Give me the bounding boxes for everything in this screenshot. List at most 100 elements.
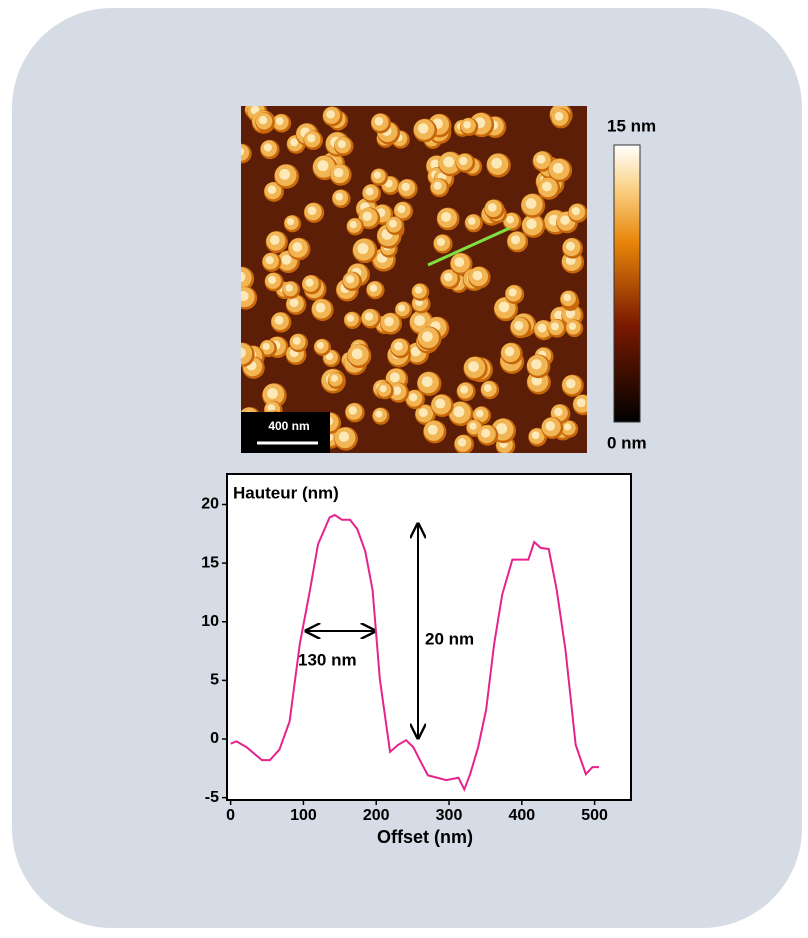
grain <box>267 185 277 195</box>
grain <box>422 331 433 342</box>
grain <box>510 235 521 245</box>
profile-line <box>427 226 511 267</box>
grain <box>545 421 556 431</box>
y-tick-label: 5 <box>210 672 219 689</box>
grain <box>374 116 384 126</box>
y-tick-label: 20 <box>201 496 219 513</box>
annotation: 20 nm <box>425 629 474 648</box>
grain <box>514 320 524 331</box>
grain <box>410 346 421 357</box>
grain <box>305 278 314 287</box>
grain <box>274 315 284 325</box>
grain <box>346 314 355 322</box>
grain <box>241 271 246 283</box>
grain <box>554 310 564 320</box>
x-tick-label: 300 <box>436 807 463 824</box>
grain <box>375 410 383 418</box>
scale-bar-label: 400 nm <box>268 419 309 433</box>
grain <box>554 407 563 417</box>
grain <box>498 301 510 313</box>
grain <box>468 361 479 372</box>
grain <box>267 388 278 399</box>
grain <box>365 187 374 196</box>
grain <box>241 347 246 359</box>
grain <box>330 374 338 382</box>
x-tick-label: 200 <box>363 807 390 824</box>
grain <box>508 288 517 297</box>
grain <box>292 336 301 345</box>
grain <box>483 384 492 392</box>
grain <box>362 211 372 222</box>
grain <box>475 409 484 418</box>
grain <box>571 206 580 216</box>
grain <box>265 256 274 265</box>
grain <box>348 406 358 415</box>
grain <box>526 218 537 230</box>
grain <box>504 346 515 357</box>
grain <box>337 140 346 149</box>
y-axis-label: Hauteur (nm) <box>233 483 339 502</box>
grain <box>307 134 316 143</box>
grain <box>357 243 369 255</box>
grain <box>267 404 276 412</box>
grain <box>536 154 546 164</box>
grain <box>241 291 249 302</box>
x-axis-label: Offset (nm) <box>377 827 473 847</box>
grain <box>531 431 540 440</box>
grain <box>397 205 406 214</box>
profile-curve <box>230 513 599 792</box>
grain <box>563 423 572 431</box>
grain <box>531 359 542 370</box>
grain <box>326 110 335 119</box>
grain <box>418 408 428 418</box>
grain <box>576 398 586 408</box>
grain <box>268 275 277 284</box>
grain <box>566 241 576 251</box>
grain <box>315 302 326 313</box>
grain <box>457 438 467 447</box>
grain <box>317 160 329 172</box>
grain <box>241 147 245 156</box>
grain <box>389 219 397 228</box>
grain <box>241 144 250 161</box>
grain <box>281 254 292 265</box>
grain <box>496 423 508 435</box>
grain <box>364 312 374 321</box>
grain <box>379 385 387 393</box>
grain <box>384 316 394 327</box>
grain <box>491 157 502 169</box>
grain <box>417 123 429 134</box>
grain <box>487 203 497 212</box>
grain <box>460 385 469 394</box>
grain <box>568 322 577 330</box>
grain <box>258 116 268 125</box>
grain <box>409 393 418 402</box>
colorbar-max: 15 nm <box>607 116 656 135</box>
grain <box>550 322 559 331</box>
grain <box>421 376 433 388</box>
y-tick-label: -5 <box>205 789 219 806</box>
grain <box>467 217 476 225</box>
grain <box>469 422 477 430</box>
grain <box>525 198 537 209</box>
grain <box>285 284 293 292</box>
grain <box>325 352 334 361</box>
grain <box>397 304 406 312</box>
grain <box>351 348 363 360</box>
grain <box>241 343 253 365</box>
grain <box>443 272 453 282</box>
grain <box>262 342 270 351</box>
grain <box>338 431 350 442</box>
grain <box>537 323 547 333</box>
grain <box>401 182 410 192</box>
grain <box>459 156 468 166</box>
y-tick-label: 10 <box>201 613 219 630</box>
grain <box>436 237 446 247</box>
grain <box>316 341 324 349</box>
grain <box>286 218 295 226</box>
x-tick-label: 500 <box>581 807 608 824</box>
y-tick-label: 0 <box>210 730 219 747</box>
colorbar-min: 0 nm <box>607 433 647 452</box>
grain <box>275 117 284 126</box>
grain <box>394 341 403 351</box>
